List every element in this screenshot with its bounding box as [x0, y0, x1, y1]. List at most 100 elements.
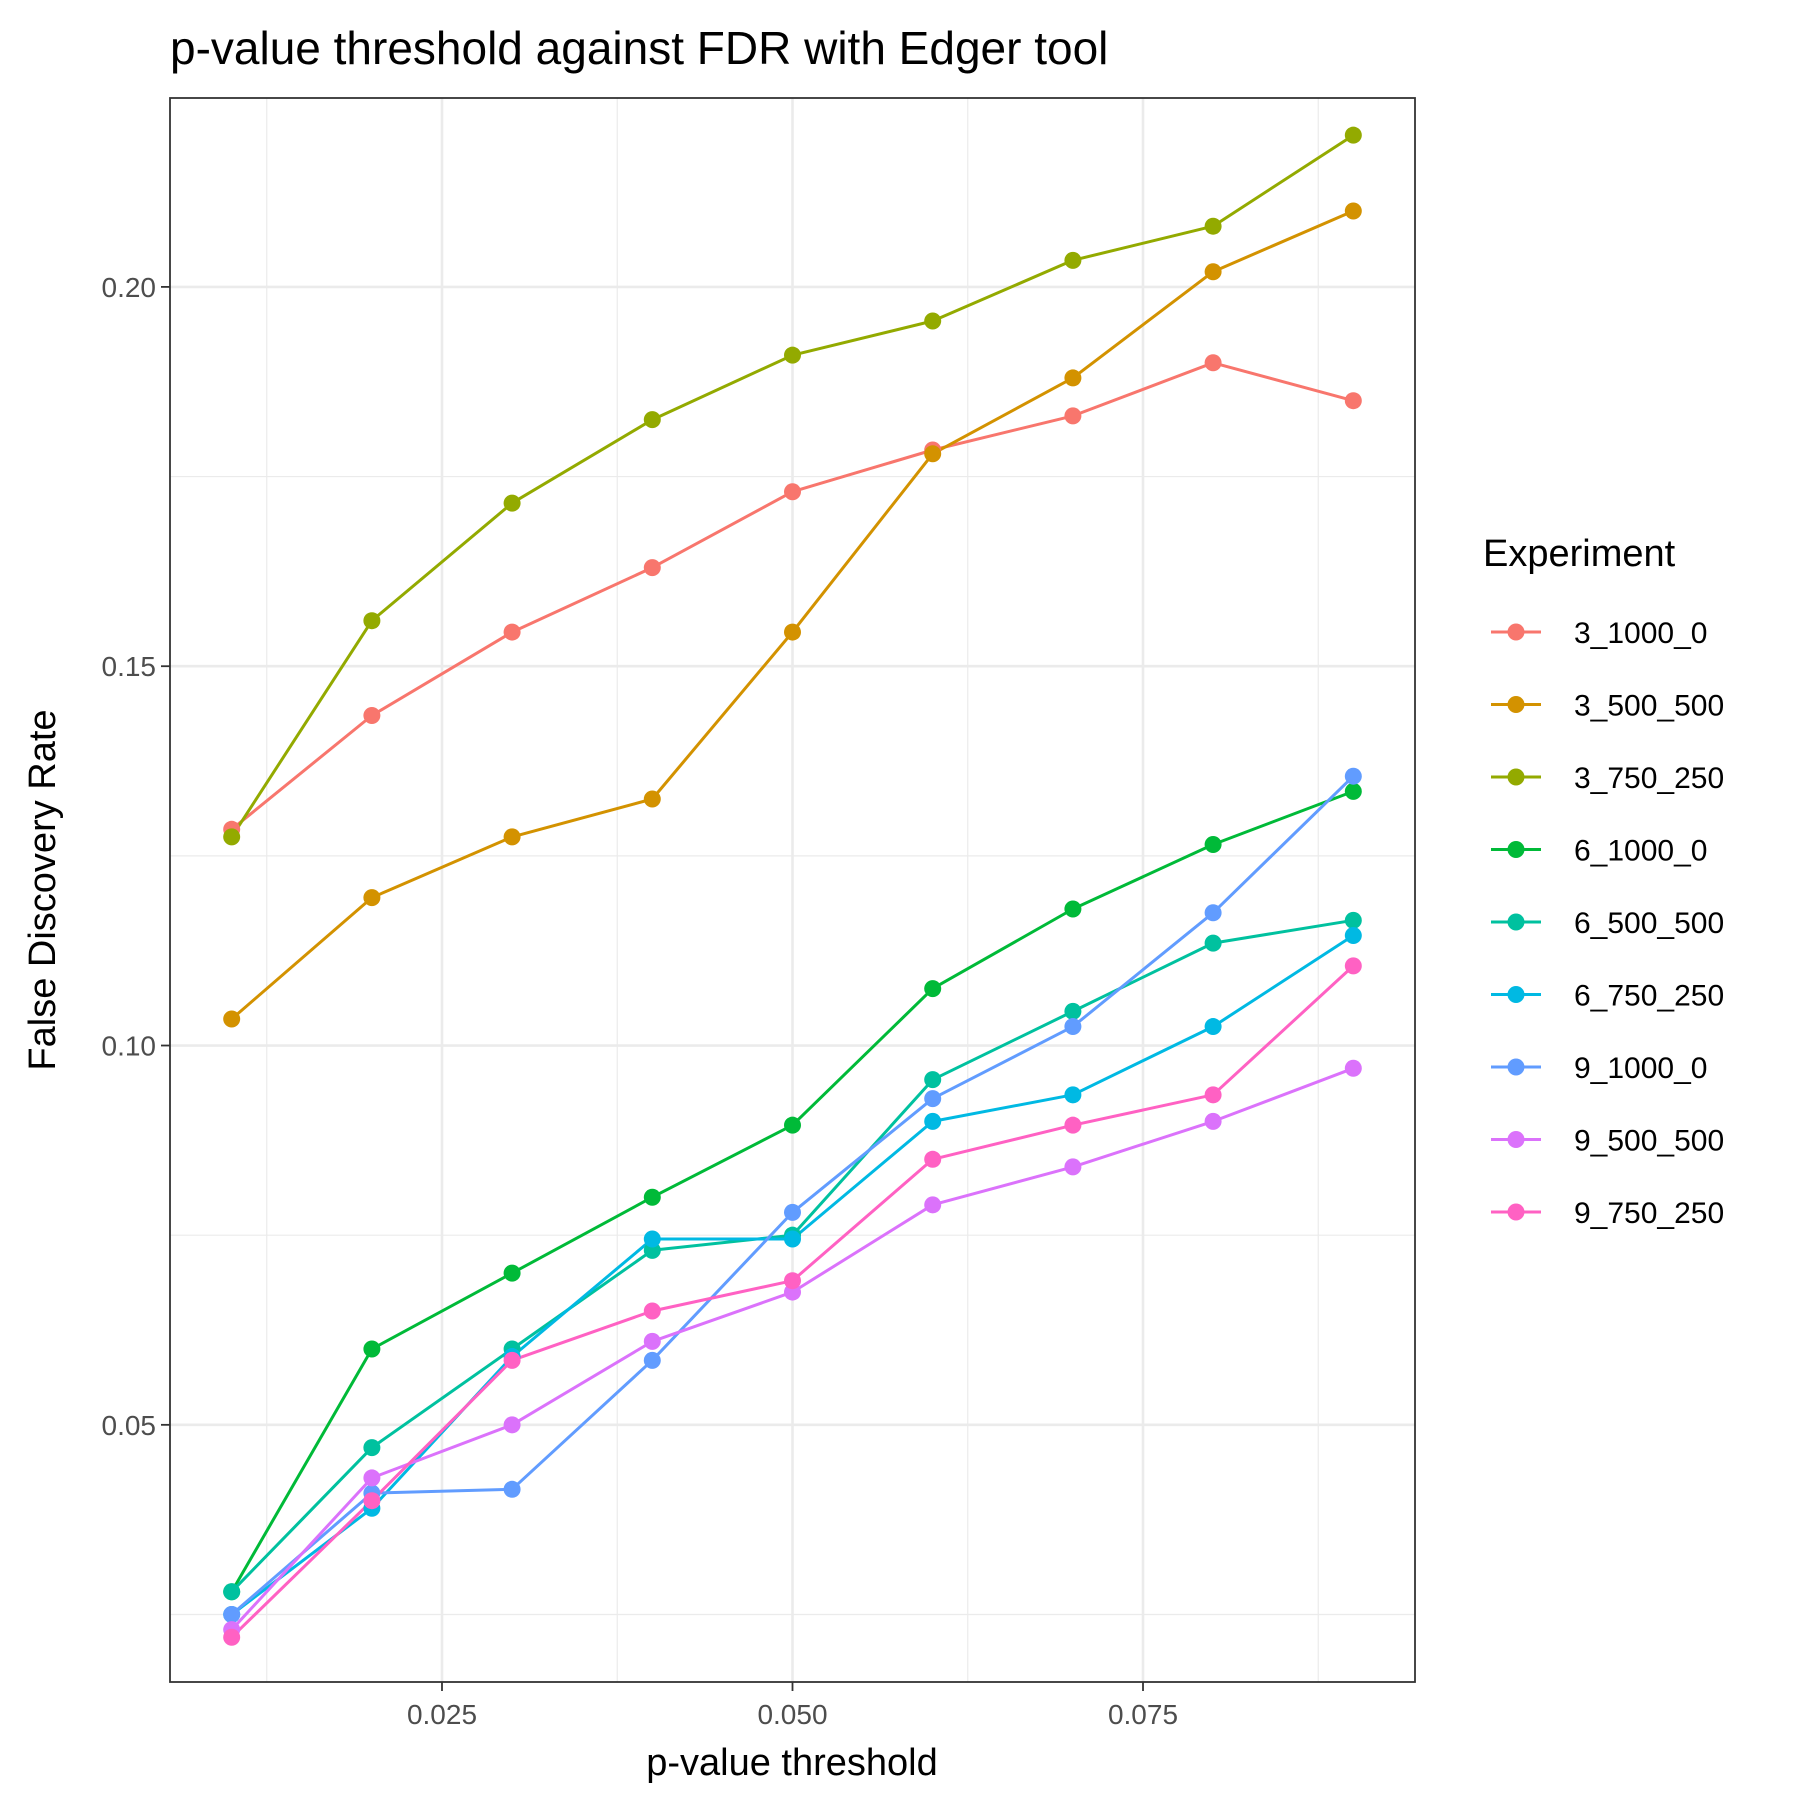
point-6_1000_0 [1344, 782, 1362, 800]
y-axis-title: False Discovery Rate [22, 709, 64, 1070]
point-6_500_500 [1344, 911, 1362, 929]
legend-item: 6_500_500 [1491, 907, 1724, 940]
point-9_1000_0 [1204, 904, 1222, 922]
legend-key-point [1507, 841, 1525, 858]
point-9_1000_0 [503, 1480, 521, 1498]
point-6_1000_0 [1204, 835, 1222, 853]
x-tick-label: 0.025 [407, 1699, 477, 1730]
point-9_1000_0 [223, 1605, 241, 1623]
point-3_500_500 [363, 889, 381, 907]
point-6_750_250 [1204, 1018, 1222, 1036]
point-3_500_500 [643, 790, 661, 808]
legend-key-point [1507, 913, 1525, 931]
legend-title: Experiment [1483, 533, 1676, 575]
point-3_750_250 [784, 346, 801, 364]
y-tick-label: 0.20 [102, 272, 157, 303]
legend-item: 6_1000_0 [1491, 835, 1707, 868]
point-6_1000_0 [784, 1116, 801, 1134]
point-6_500_500 [1204, 934, 1222, 952]
point-6_750_250 [643, 1230, 661, 1248]
legend-item: 9_500_500 [1491, 1125, 1724, 1158]
point-3_1000_0 [643, 559, 661, 577]
legend-label: 3_750_250 [1574, 762, 1724, 795]
point-6_500_500 [924, 1071, 942, 1089]
legend-key-point [1507, 1058, 1525, 1076]
point-9_750_250 [1064, 1116, 1082, 1134]
point-9_750_250 [1204, 1086, 1222, 1104]
point-3_750_250 [1064, 251, 1082, 269]
point-3_500_500 [1204, 263, 1222, 281]
legend-label: 9_500_500 [1574, 1125, 1724, 1158]
legend: Experiment 3_1000_0 3_500_500 3_750_250 6_1… [1483, 533, 1724, 1230]
y-axis: 0.05 0.10 0.15 0.20 [102, 272, 170, 1441]
legend-key-point [1507, 986, 1525, 1003]
x-axis-title: p-value threshold [646, 1742, 938, 1784]
legend-key-point [1507, 1203, 1525, 1221]
point-9_750_250 [503, 1351, 521, 1369]
point-3_750_250 [363, 612, 381, 630]
x-tick-label: 0.050 [757, 1699, 827, 1730]
chart-title: p-value threshold against FDR with Edger… [170, 22, 1108, 74]
point-6_750_250 [784, 1230, 801, 1248]
point-9_500_500 [1204, 1112, 1222, 1130]
point-3_750_250 [223, 828, 241, 846]
point-6_750_250 [924, 1112, 942, 1130]
point-6_500_500 [363, 1439, 381, 1457]
point-3_500_500 [223, 1010, 241, 1028]
point-3_1000_0 [1344, 392, 1362, 410]
point-3_750_250 [503, 494, 521, 512]
point-3_1000_0 [503, 623, 521, 641]
legend-label: 6_750_250 [1574, 980, 1724, 1013]
point-9_750_250 [363, 1492, 381, 1510]
legend-label: 6_1000_0 [1574, 835, 1707, 868]
point-3_1000_0 [784, 483, 801, 501]
x-axis: 0.025 0.050 0.075 [407, 1682, 1178, 1730]
legend-label: 3_500_500 [1574, 690, 1724, 723]
point-3_750_250 [924, 312, 942, 330]
legend-label: 9_750_250 [1574, 1197, 1724, 1230]
point-3_1000_0 [1204, 354, 1222, 372]
y-tick-label: 0.15 [102, 651, 157, 682]
legend-key-point [1507, 1131, 1525, 1148]
legend-label: 9_1000_0 [1574, 1052, 1707, 1085]
x-tick-label: 0.075 [1108, 1699, 1178, 1730]
point-9_1000_0 [1344, 767, 1362, 785]
point-3_500_500 [1344, 202, 1362, 220]
legend-item: 3_500_500 [1491, 690, 1724, 723]
point-3_1000_0 [363, 707, 381, 725]
point-6_1000_0 [363, 1340, 381, 1358]
point-3_500_500 [1064, 369, 1082, 387]
point-9_500_500 [1064, 1158, 1082, 1176]
grid-major [170, 98, 1415, 1682]
point-9_1000_0 [924, 1090, 942, 1108]
point-9_750_250 [643, 1302, 661, 1320]
series-points [223, 126, 1362, 1646]
point-3_500_500 [924, 445, 942, 463]
point-3_1000_0 [1064, 407, 1082, 425]
legend-item: 9_1000_0 [1491, 1052, 1707, 1085]
legend-label: 3_1000_0 [1574, 617, 1707, 650]
point-3_500_500 [503, 828, 521, 846]
point-3_750_250 [1344, 126, 1362, 144]
legend-item: 6_750_250 [1491, 980, 1724, 1013]
point-9_1000_0 [1064, 1018, 1082, 1036]
point-6_500_500 [223, 1583, 241, 1601]
point-9_750_250 [784, 1272, 801, 1290]
legend-item: 9_750_250 [1491, 1197, 1724, 1230]
point-9_500_500 [363, 1469, 381, 1487]
point-9_500_500 [924, 1196, 942, 1214]
legend-key-point [1507, 623, 1525, 641]
point-6_1000_0 [924, 980, 942, 998]
point-9_750_250 [924, 1150, 942, 1168]
point-6_1000_0 [1064, 900, 1082, 918]
point-3_750_250 [1204, 217, 1222, 235]
y-tick-label: 0.10 [102, 1031, 157, 1062]
legend-key-point [1507, 696, 1525, 713]
legend-item: 3_750_250 [1491, 762, 1724, 795]
point-9_500_500 [643, 1332, 661, 1350]
legend-item: 3_1000_0 [1491, 617, 1707, 650]
point-6_750_250 [1064, 1086, 1082, 1104]
point-3_500_500 [784, 623, 801, 641]
point-6_1000_0 [643, 1188, 661, 1206]
